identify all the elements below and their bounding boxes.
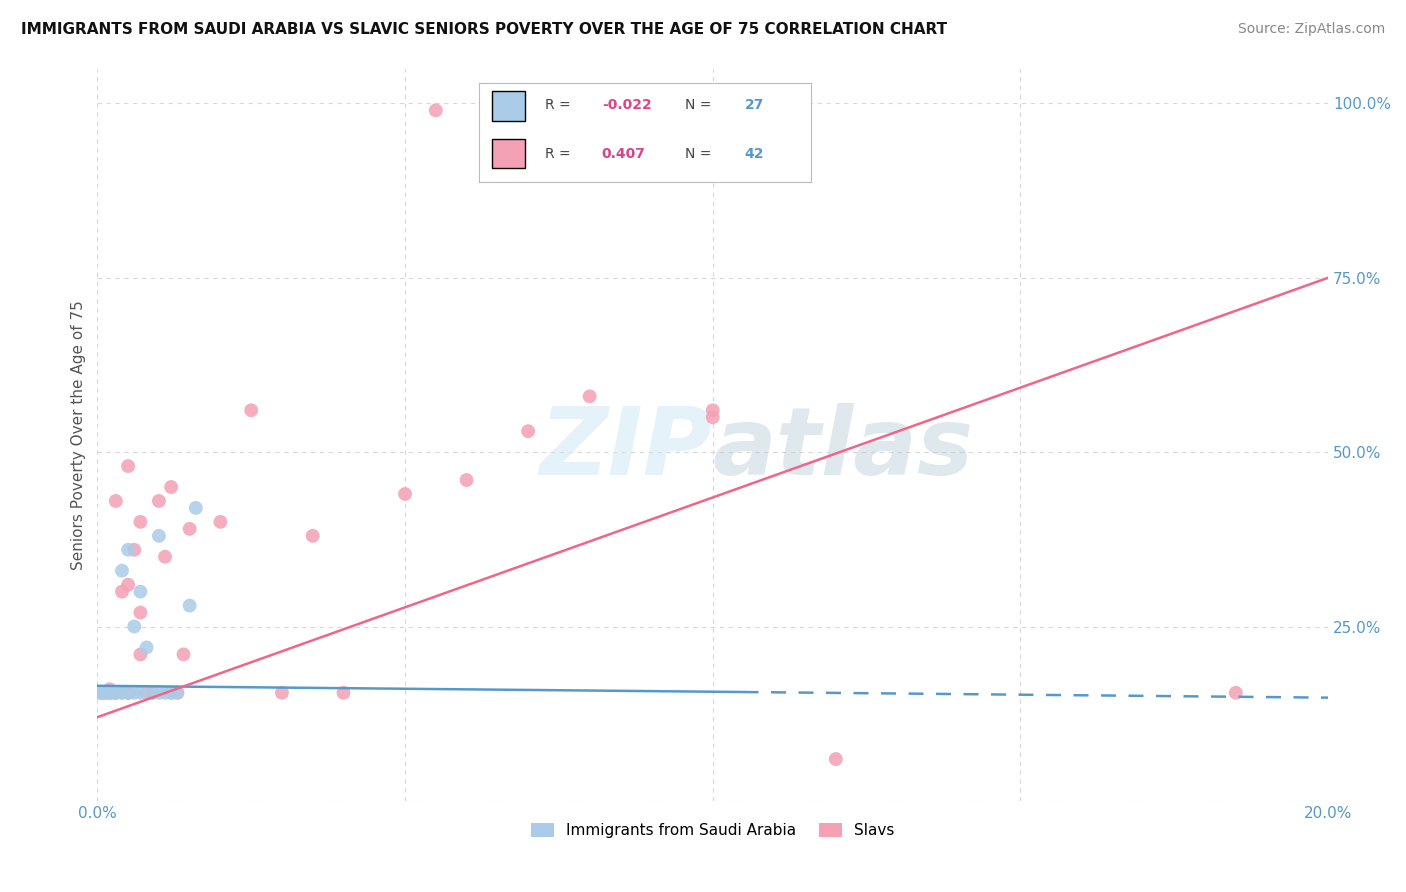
Point <box>129 648 152 662</box>
Point <box>89 686 111 700</box>
Point <box>135 640 157 655</box>
Point <box>117 686 139 700</box>
Point <box>124 619 146 633</box>
Point <box>129 606 152 620</box>
Point <box>117 686 139 700</box>
Point <box>96 686 118 700</box>
Point <box>104 494 127 508</box>
Point <box>301 529 323 543</box>
Point <box>160 686 183 700</box>
Point <box>173 648 195 662</box>
Text: IMMIGRANTS FROM SAUDI ARABIA VS SLAVIC SENIORS POVERTY OVER THE AGE OF 75 CORREL: IMMIGRANTS FROM SAUDI ARABIA VS SLAVIC S… <box>21 22 948 37</box>
Point <box>166 686 188 700</box>
Point <box>117 577 139 591</box>
Point <box>148 494 170 508</box>
Point <box>148 686 170 700</box>
Point <box>117 459 139 474</box>
Point <box>166 686 188 700</box>
Point <box>93 686 115 700</box>
Point <box>153 686 176 700</box>
Point <box>89 686 111 700</box>
Point <box>98 682 121 697</box>
Point <box>124 542 146 557</box>
Point <box>111 564 134 578</box>
Point <box>117 542 139 557</box>
Point <box>702 410 724 425</box>
Point <box>129 686 152 700</box>
Point <box>101 686 124 700</box>
Point <box>1225 686 1247 700</box>
Legend: Immigrants from Saudi Arabia, Slavs: Immigrants from Saudi Arabia, Slavs <box>524 817 901 845</box>
Point <box>98 686 121 700</box>
Point <box>179 599 201 613</box>
Point <box>111 686 134 700</box>
Point <box>93 686 115 700</box>
Point <box>240 403 263 417</box>
Point <box>271 686 294 700</box>
Point <box>517 424 540 438</box>
Point <box>111 584 134 599</box>
Point <box>179 522 201 536</box>
Point <box>332 686 354 700</box>
Point <box>117 686 139 700</box>
Y-axis label: Seniors Poverty Over the Age of 75: Seniors Poverty Over the Age of 75 <box>72 300 86 570</box>
Point <box>160 686 183 700</box>
Point <box>111 686 134 700</box>
Point <box>93 686 115 700</box>
Point <box>129 515 152 529</box>
Point <box>104 686 127 700</box>
Point <box>104 686 127 700</box>
Text: atlas: atlas <box>713 403 974 495</box>
Point <box>394 487 416 501</box>
Point <box>98 686 121 700</box>
Point <box>209 515 232 529</box>
Point <box>184 500 207 515</box>
Point <box>129 584 152 599</box>
Point <box>160 480 183 494</box>
Point <box>142 686 165 700</box>
Point <box>153 549 176 564</box>
Point <box>135 686 157 700</box>
Point <box>98 686 121 700</box>
Text: ZIP: ZIP <box>540 403 713 495</box>
Point <box>578 389 600 403</box>
Point <box>702 403 724 417</box>
Point <box>142 686 165 700</box>
Point <box>104 686 127 700</box>
Text: Source: ZipAtlas.com: Source: ZipAtlas.com <box>1237 22 1385 37</box>
Point <box>824 752 846 766</box>
Point <box>124 686 146 700</box>
Point <box>425 103 447 118</box>
Point <box>148 529 170 543</box>
Point <box>456 473 478 487</box>
